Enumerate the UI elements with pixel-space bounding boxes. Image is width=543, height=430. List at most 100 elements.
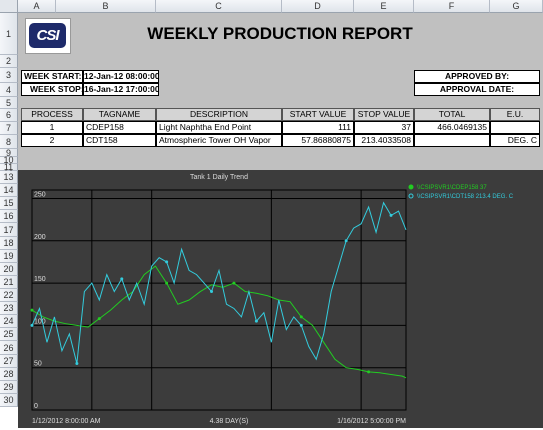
row-header-15[interactable]: 15	[0, 197, 18, 210]
series-point-1	[97, 317, 101, 321]
trend-chart: 0 50 100 150 200 250 Tank 1 Daily Trend 1/12/20…	[18, 170, 543, 428]
table-cell[interactable]: 111	[282, 121, 354, 134]
y-tick-label: 200	[34, 234, 46, 241]
legend-label-2: \\CSIPSVR1\CDT158 213.4 DEG. C	[417, 194, 514, 200]
table-cell[interactable]	[490, 121, 540, 134]
y-tick-label: 150	[34, 276, 46, 283]
report-title: WEEKLY PRODUCTION REPORT	[147, 24, 413, 43]
table-cell[interactable]: 2	[21, 134, 83, 147]
row-header-6[interactable]: 6	[0, 109, 18, 122]
logo-text: CSI	[29, 23, 66, 48]
column-header-a[interactable]: A	[18, 0, 56, 13]
row-header-7[interactable]: 7	[0, 122, 18, 135]
column-header-g[interactable]: G	[490, 0, 543, 13]
table-cell[interactable]	[414, 134, 490, 147]
y-tick-label: 0	[34, 403, 38, 410]
row-header-13[interactable]: 13	[0, 171, 18, 184]
row-header-3[interactable]: 3	[0, 68, 18, 83]
series-point-2	[165, 260, 169, 264]
column-header-e[interactable]: E	[354, 0, 414, 13]
table-cell[interactable]: DEG. C	[490, 134, 540, 147]
series-point-2	[30, 323, 34, 327]
x-end-label: 1/16/2012 5:00:00 PM	[337, 418, 406, 425]
series-point-1	[299, 315, 303, 319]
row-header-8[interactable]: 8	[0, 135, 18, 149]
row-header-22[interactable]: 22	[0, 289, 18, 302]
row-header-25[interactable]: 25	[0, 328, 18, 341]
series-point-2	[389, 213, 393, 217]
series-line-2	[31, 201, 407, 364]
row-header-27[interactable]: 27	[0, 355, 18, 368]
week-stop-label: WEEK STOP:	[21, 83, 83, 96]
series-point-1	[367, 370, 371, 374]
week-start-label: WEEK START:	[21, 70, 83, 83]
row-header-28[interactable]: 28	[0, 368, 18, 381]
series-point-1	[30, 308, 34, 312]
row-header-11[interactable]: 11	[0, 163, 18, 172]
row-header-1[interactable]: 1	[0, 13, 18, 55]
approval-date-label: APPROVAL DATE:	[414, 83, 540, 96]
column-header-b[interactable]: B	[56, 0, 156, 13]
series-point-1	[165, 281, 169, 285]
week-start-value[interactable]: 12-Jan-12 08:00:00	[83, 70, 159, 83]
column-header-c[interactable]: C	[156, 0, 282, 13]
series-point-2	[254, 319, 258, 323]
column-header-f[interactable]: F	[414, 0, 490, 13]
column-header-d[interactable]: D	[282, 0, 354, 13]
week-stop-value[interactable]: 16-Jan-12 17:00:00	[83, 83, 159, 96]
row-header-21[interactable]: 21	[0, 276, 18, 289]
row-header-26[interactable]: 26	[0, 341, 18, 355]
table-cell[interactable]: CDEP158	[83, 121, 156, 134]
row-header-9[interactable]: 9	[0, 149, 18, 158]
row-header-30[interactable]: 30	[0, 394, 18, 407]
table-header-tagname: TAGNAME	[83, 108, 156, 121]
approved-by-label: APPROVED BY:	[414, 70, 540, 83]
row-header-23[interactable]: 23	[0, 302, 18, 315]
series-point-2	[120, 277, 124, 281]
plot-area	[31, 189, 407, 411]
company-logo: CSI	[25, 18, 71, 54]
row-header-20[interactable]: 20	[0, 263, 18, 276]
row-header-10[interactable]: 10	[0, 156, 18, 165]
table-cell[interactable]: 37	[354, 121, 414, 134]
table-cell[interactable]: 213.4033508	[354, 134, 414, 147]
row-header-16[interactable]: 16	[0, 210, 18, 223]
legend-label-1: \\CSIPSVR1\CDEP158 37	[417, 185, 487, 191]
row-header-29[interactable]: 29	[0, 381, 18, 394]
table-cell[interactable]: Atmospheric Tower OH Vapor	[156, 134, 282, 147]
table-cell[interactable]: CDT158	[83, 134, 156, 147]
series-point-2	[75, 361, 79, 365]
table-header-total: TOTAL	[414, 108, 490, 121]
select-all-corner[interactable]	[0, 0, 18, 13]
row-header-18[interactable]: 18	[0, 237, 18, 250]
table-cell[interactable]: 466.0469135	[414, 121, 490, 134]
table-header-e-u-: E.U.	[490, 108, 540, 121]
x-start-label: 1/12/2012 8:00:00 AM	[32, 418, 101, 425]
table-cell[interactable]: Light Naphtha End Point	[156, 121, 282, 134]
legend-marker-1	[408, 184, 414, 190]
table-cell[interactable]: 57.86880875	[282, 134, 354, 147]
trend-chart-svg: 0 50 100 150 200 250 Tank 1 Daily Trend 1/12/20…	[30, 174, 514, 425]
table-header-start-value: START VALUE	[282, 108, 354, 121]
series-point-1	[232, 281, 236, 285]
table-header-description: DESCRIPTION	[156, 108, 282, 121]
row-header-4[interactable]: 4	[0, 83, 18, 97]
legend-marker-2	[408, 193, 414, 199]
row-header-24[interactable]: 24	[0, 315, 18, 328]
row-header-19[interactable]: 19	[0, 250, 18, 263]
table-cell[interactable]: 1	[21, 121, 83, 134]
row-header-2[interactable]: 2	[0, 55, 18, 68]
chart-title: Tank 1 Daily Trend	[190, 174, 248, 181]
table-header-process: PROCESS	[21, 108, 83, 121]
row-header-14[interactable]: 14	[0, 184, 18, 197]
row-header-5[interactable]: 5	[0, 97, 18, 109]
series-point-2	[344, 239, 348, 243]
y-tick-label: 250	[34, 191, 46, 198]
y-tick-label: 50	[34, 361, 42, 368]
x-axis-label: 4.38 DAY(S)	[210, 418, 249, 425]
row-header-17[interactable]: 17	[0, 223, 18, 237]
table-header-stop-value: STOP VALUE	[354, 108, 414, 121]
y-tick-label: 100	[34, 318, 46, 325]
series-point-2	[210, 290, 214, 294]
